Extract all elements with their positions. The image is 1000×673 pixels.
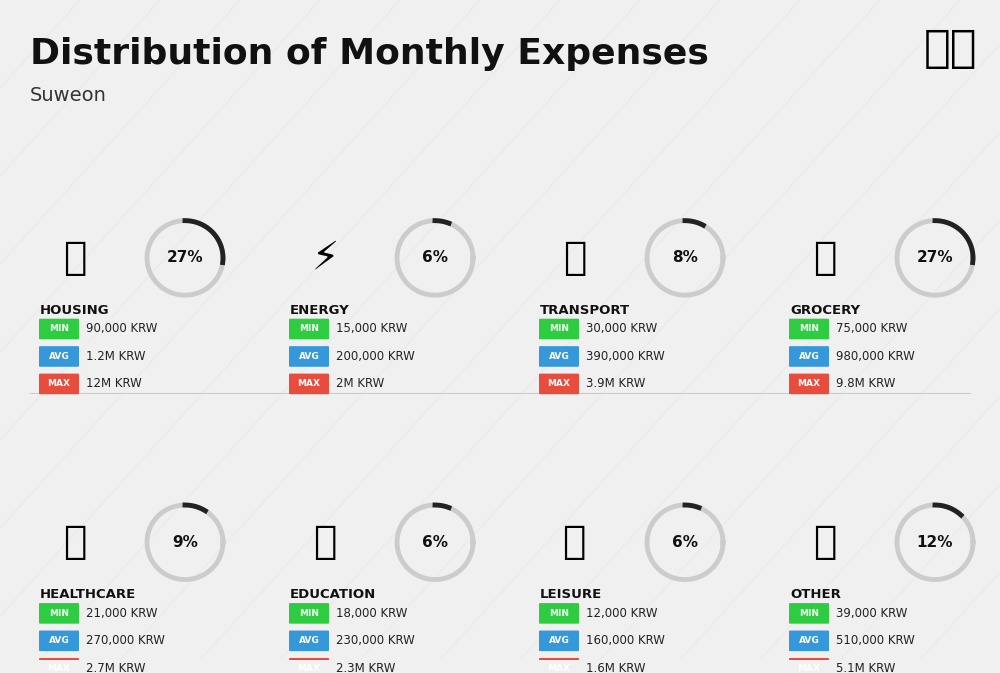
- Text: 90,000 KRW: 90,000 KRW: [86, 322, 157, 336]
- Text: 2M KRW: 2M KRW: [336, 378, 384, 390]
- Text: 21,000 KRW: 21,000 KRW: [86, 607, 158, 620]
- Text: AVG: AVG: [799, 352, 819, 361]
- Text: 200,000 KRW: 200,000 KRW: [336, 350, 415, 363]
- Text: AVG: AVG: [299, 637, 319, 645]
- Text: MIN: MIN: [799, 324, 819, 334]
- Text: 30,000 KRW: 30,000 KRW: [586, 322, 657, 336]
- Text: AVG: AVG: [549, 637, 569, 645]
- Text: 👛: 👛: [813, 524, 837, 561]
- Text: AVG: AVG: [799, 637, 819, 645]
- Text: 3.9M KRW: 3.9M KRW: [586, 378, 645, 390]
- Text: 27%: 27%: [167, 250, 203, 265]
- FancyBboxPatch shape: [289, 346, 329, 367]
- Text: MAX: MAX: [48, 380, 70, 388]
- Text: ⚡: ⚡: [311, 239, 339, 277]
- Text: Distribution of Monthly Expenses: Distribution of Monthly Expenses: [30, 37, 709, 71]
- FancyBboxPatch shape: [539, 319, 579, 339]
- FancyBboxPatch shape: [289, 319, 329, 339]
- FancyBboxPatch shape: [289, 631, 329, 651]
- Text: 12%: 12%: [917, 535, 953, 550]
- Text: 9.8M KRW: 9.8M KRW: [836, 378, 895, 390]
- Text: 🛍️: 🛍️: [563, 524, 587, 561]
- FancyBboxPatch shape: [539, 658, 579, 673]
- Text: AVG: AVG: [549, 352, 569, 361]
- Text: 27%: 27%: [917, 250, 953, 265]
- Text: 8%: 8%: [672, 250, 698, 265]
- Text: 5.1M KRW: 5.1M KRW: [836, 662, 895, 673]
- Text: 390,000 KRW: 390,000 KRW: [586, 350, 665, 363]
- FancyBboxPatch shape: [789, 658, 829, 673]
- Text: 510,000 KRW: 510,000 KRW: [836, 635, 915, 647]
- Text: 18,000 KRW: 18,000 KRW: [336, 607, 407, 620]
- FancyBboxPatch shape: [539, 603, 579, 624]
- Text: AVG: AVG: [49, 352, 69, 361]
- Text: Suweon: Suweon: [30, 86, 107, 105]
- FancyBboxPatch shape: [39, 603, 79, 624]
- Text: 6%: 6%: [422, 250, 448, 265]
- FancyBboxPatch shape: [289, 603, 329, 624]
- Text: 75,000 KRW: 75,000 KRW: [836, 322, 907, 336]
- Text: MAX: MAX: [298, 380, 320, 388]
- FancyBboxPatch shape: [789, 603, 829, 624]
- FancyBboxPatch shape: [539, 346, 579, 367]
- Text: MIN: MIN: [549, 324, 569, 334]
- Text: 160,000 KRW: 160,000 KRW: [586, 635, 665, 647]
- Text: MAX: MAX: [548, 664, 570, 673]
- Text: MAX: MAX: [48, 664, 70, 673]
- FancyBboxPatch shape: [789, 631, 829, 651]
- Text: 🏢: 🏢: [63, 239, 87, 277]
- Text: 39,000 KRW: 39,000 KRW: [836, 607, 907, 620]
- Text: 2.7M KRW: 2.7M KRW: [86, 662, 146, 673]
- Text: MIN: MIN: [799, 609, 819, 618]
- Text: GROCERY: GROCERY: [790, 304, 860, 317]
- Text: OTHER: OTHER: [790, 588, 841, 602]
- Text: 15,000 KRW: 15,000 KRW: [336, 322, 407, 336]
- Text: 12,000 KRW: 12,000 KRW: [586, 607, 658, 620]
- Text: 💗: 💗: [63, 524, 87, 561]
- Text: AVG: AVG: [299, 352, 319, 361]
- Text: 🛒: 🛒: [813, 239, 837, 277]
- Text: TRANSPORT: TRANSPORT: [540, 304, 630, 317]
- Text: 230,000 KRW: 230,000 KRW: [336, 635, 415, 647]
- Text: MAX: MAX: [298, 664, 320, 673]
- Text: MAX: MAX: [798, 380, 820, 388]
- FancyBboxPatch shape: [39, 658, 79, 673]
- Text: HEALTHCARE: HEALTHCARE: [40, 588, 136, 602]
- FancyBboxPatch shape: [289, 658, 329, 673]
- Text: 2.3M KRW: 2.3M KRW: [336, 662, 395, 673]
- FancyBboxPatch shape: [39, 346, 79, 367]
- Text: MIN: MIN: [299, 324, 319, 334]
- Text: 1.2M KRW: 1.2M KRW: [86, 350, 146, 363]
- FancyBboxPatch shape: [789, 346, 829, 367]
- FancyBboxPatch shape: [289, 374, 329, 394]
- Text: 🎓: 🎓: [313, 524, 337, 561]
- FancyBboxPatch shape: [539, 374, 579, 394]
- Text: 🇰🇷: 🇰🇷: [923, 28, 977, 71]
- Text: 6%: 6%: [422, 535, 448, 550]
- FancyBboxPatch shape: [539, 631, 579, 651]
- FancyBboxPatch shape: [39, 631, 79, 651]
- Text: EDUCATION: EDUCATION: [290, 588, 376, 602]
- Text: 1.6M KRW: 1.6M KRW: [586, 662, 646, 673]
- FancyBboxPatch shape: [789, 374, 829, 394]
- Text: MIN: MIN: [299, 609, 319, 618]
- FancyBboxPatch shape: [789, 319, 829, 339]
- FancyBboxPatch shape: [39, 374, 79, 394]
- Text: 980,000 KRW: 980,000 KRW: [836, 350, 915, 363]
- Text: MAX: MAX: [798, 664, 820, 673]
- Text: AVG: AVG: [49, 637, 69, 645]
- Text: MIN: MIN: [49, 609, 69, 618]
- Text: ENERGY: ENERGY: [290, 304, 350, 317]
- Text: MAX: MAX: [548, 380, 570, 388]
- Text: HOUSING: HOUSING: [40, 304, 110, 317]
- Text: MIN: MIN: [49, 324, 69, 334]
- Text: LEISURE: LEISURE: [540, 588, 602, 602]
- FancyBboxPatch shape: [39, 319, 79, 339]
- Text: 12M KRW: 12M KRW: [86, 378, 142, 390]
- Text: 🚌: 🚌: [563, 239, 587, 277]
- Text: MIN: MIN: [549, 609, 569, 618]
- Text: 9%: 9%: [172, 535, 198, 550]
- Text: 270,000 KRW: 270,000 KRW: [86, 635, 165, 647]
- Text: 6%: 6%: [672, 535, 698, 550]
